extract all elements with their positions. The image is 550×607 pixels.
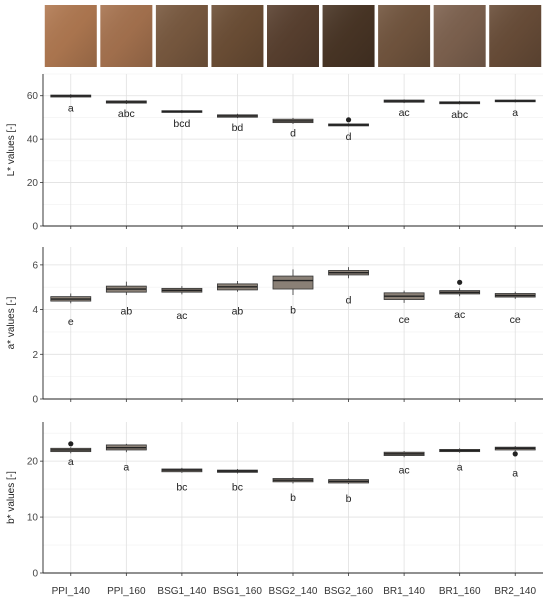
y-tick-label: 20 <box>27 178 39 189</box>
box-BR1_160 <box>439 448 481 453</box>
x-tick-label: BSG1_140 <box>157 586 206 597</box>
sample-swatch-shade <box>322 5 375 67</box>
y-tick-label: 0 <box>32 222 38 233</box>
significance-letter: a <box>68 456 74 468</box>
y-axis-label: a* values [-] <box>6 296 17 349</box>
significance-letter: a <box>512 467 518 479</box>
box-BR2_140 <box>494 446 536 457</box>
box-BSG2_140 <box>272 477 314 484</box>
box-BR1_140 <box>383 451 425 458</box>
sample-swatch-shade <box>100 5 153 67</box>
x-tick-label: PPI_160 <box>107 586 146 597</box>
significance-letter: ac <box>399 465 410 477</box>
y-tick-label: 6 <box>32 260 38 271</box>
x-tick-label: BSG2_160 <box>324 586 373 597</box>
significance-letter: b <box>290 492 296 504</box>
box-BR1_160 <box>439 279 481 297</box>
x-tick-label: BR1_140 <box>383 586 425 597</box>
box-BR2_140 <box>494 291 536 299</box>
outlier-point <box>512 451 518 457</box>
significance-letter: ab <box>232 306 244 318</box>
sample-swatch-shade <box>489 5 542 67</box>
y-tick-label: 4 <box>32 305 38 316</box>
significance-letter: bc <box>176 481 187 493</box>
significance-letter: bd <box>232 122 244 134</box>
significance-letter: ab <box>120 306 132 318</box>
sample-swatch-shade <box>155 5 208 67</box>
panel-2: 0 2 4 6 a* values [-] e ab ac ab b d ce ac ce <box>6 247 543 406</box>
box-PPI_160 <box>105 100 147 104</box>
y-tick-label: 2 <box>32 350 38 361</box>
box-BSG2_160 <box>328 117 369 127</box>
x-tick-label: BSG2_140 <box>269 586 318 597</box>
significance-letter: ac <box>399 107 410 119</box>
box-BSG2_160 <box>328 478 369 485</box>
significance-letter: d <box>346 295 352 307</box>
y-tick-label: 20 <box>27 457 39 468</box>
box-PPI_160 <box>105 281 147 296</box>
y-tick-label: 10 <box>27 513 39 524</box>
outlier-point <box>457 279 463 285</box>
significance-letter: b <box>346 493 352 505</box>
y-tick-label: 0 <box>32 569 38 580</box>
significance-letter: bcd <box>173 118 190 130</box>
significance-letter: a <box>457 462 463 474</box>
sample-swatch-shade <box>44 5 97 67</box>
box-BR2_140 <box>494 99 536 103</box>
outlier-point <box>345 117 352 123</box>
box-BSG2_160 <box>328 267 369 279</box>
box-BSG2_140 <box>272 269 314 296</box>
significance-letter: abc <box>451 109 468 121</box>
x-tick-label: BSG1_160 <box>213 586 262 597</box>
significance-letter: a <box>512 107 518 119</box>
significance-letter: a <box>68 103 74 115</box>
x-tick-label: BR2_140 <box>494 586 536 597</box>
y-tick-label: 60 <box>27 91 39 102</box>
significance-letter: e <box>68 316 74 328</box>
box-BR1_160 <box>439 100 481 105</box>
y-tick-label: 40 <box>27 135 39 146</box>
box-BR1_140 <box>383 290 425 303</box>
panel-3: 0 10 20 b* values [-] a a bc bc b b ac a a <box>6 422 543 580</box>
box-PPI_140 <box>50 94 92 98</box>
significance-letter: ac <box>454 309 465 321</box>
y-tick-label: 0 <box>32 395 38 406</box>
box-BSG1_160 <box>217 113 258 119</box>
panel-1: 0 20 40 60 L* values [-] a abc bcd bd d d ac abc a <box>6 73 543 233</box>
box-PPI_160 <box>105 443 147 453</box>
box-iqr <box>272 275 314 290</box>
significance-letter: a <box>123 462 129 474</box>
y-axis-label: b* values [-] <box>6 471 17 524</box>
box-PPI_140 <box>50 293 92 304</box>
box-BSG1_140 <box>161 467 203 473</box>
x-tick-label: BR1_160 <box>439 586 481 597</box>
box-BR1_140 <box>383 99 425 104</box>
significance-letter: b <box>290 305 296 317</box>
box-BSG2_140 <box>272 117 314 124</box>
sample-swatch-shade <box>378 5 431 67</box>
significance-letter: ac <box>176 310 187 322</box>
x-tick-label: PPI_140 <box>52 586 91 597</box>
significance-letter: bc <box>232 481 243 493</box>
sample-swatch-shade <box>433 5 486 67</box>
sample-swatch-shade <box>267 5 319 67</box>
box-BSG1_140 <box>161 286 203 295</box>
y-axis-label: L* values [-] <box>6 123 17 176</box>
significance-letter: d <box>346 131 352 143</box>
box-PPI_140 <box>50 441 92 454</box>
outlier-point <box>68 441 74 447</box>
box-BSG1_160 <box>217 468 258 474</box>
significance-letter: abc <box>118 108 135 120</box>
significance-letter: ce <box>510 314 521 326</box>
box-BSG1_160 <box>217 280 258 292</box>
significance-letter: d <box>290 128 296 140</box>
box-BSG1_140 <box>161 110 203 114</box>
significance-letter: ce <box>399 314 410 326</box>
sample-swatch-shade <box>211 5 264 67</box>
